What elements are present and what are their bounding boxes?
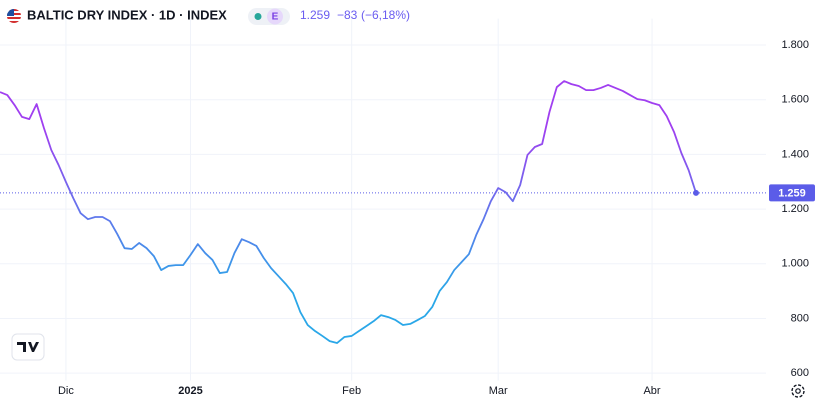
x-tick-label: Feb [342,385,361,397]
badge: E [272,12,279,23]
header-price: 1.259 [300,8,330,22]
x-tick-label: Abr [643,385,660,397]
y-tick-label: 600 [791,367,809,379]
y-tick-label: 1.200 [781,203,809,215]
plot [0,80,766,344]
x-tick-label: Dic [58,385,74,397]
y-tick-label: 1.800 [781,39,809,51]
price-label: 1.259 [778,187,806,199]
y-tick-label: 1.400 [781,148,809,160]
header-change: −83 [337,8,358,22]
y-tick-label: 1.600 [781,94,809,106]
price-line-series [0,80,697,344]
market-status-dot [254,13,262,20]
badge-bg [267,8,283,25]
last-point [693,189,699,196]
flag-icon [7,9,21,23]
y-tick-label: 800 [791,312,809,324]
chart-title: BALTIC DRY INDEX · 1D · INDEX [27,7,227,22]
price-label-bg [769,184,815,202]
tv-logo [11,333,45,361]
x-tick-label: Mar [489,385,508,397]
settings-icon[interactable] [791,384,805,398]
y-tick-label: 1.000 [781,258,809,270]
header-change-pct: (−6,18%) [361,8,410,22]
x-tick-label: 2025 [178,385,202,397]
grid [0,18,766,381]
